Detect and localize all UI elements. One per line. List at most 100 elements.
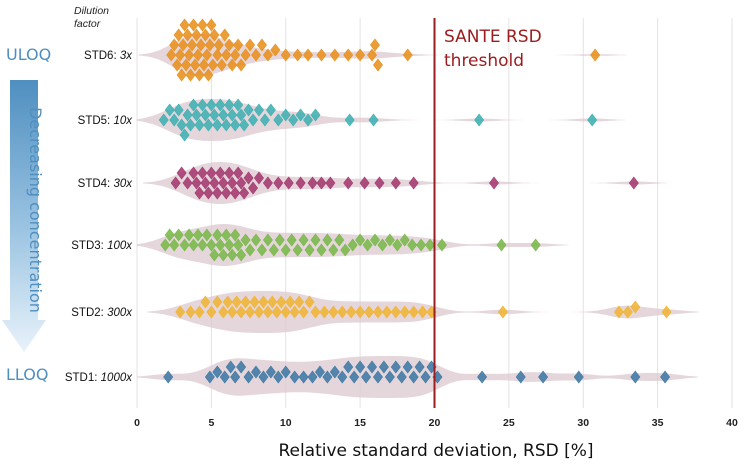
data-point-std2 (222, 295, 233, 309)
data-point-std6 (402, 48, 413, 62)
data-point-std4 (188, 166, 199, 180)
data-point-std6 (179, 18, 190, 32)
data-point-std3 (280, 243, 291, 257)
data-point-std3 (407, 238, 418, 252)
data-point-std3 (316, 243, 327, 257)
data-point-std2 (294, 295, 305, 309)
data-point-std6 (169, 38, 180, 52)
data-point-std6 (224, 38, 235, 52)
data-point-std1 (477, 370, 488, 384)
data-point-std6 (173, 28, 184, 42)
data-point-std2 (267, 295, 278, 309)
row-header-line2: factor (74, 18, 101, 30)
data-point-std5 (203, 118, 214, 132)
data-point-std5 (227, 108, 238, 122)
density-shapes (137, 34, 700, 398)
data-point-std3 (355, 233, 366, 247)
data-point-std3 (362, 238, 373, 252)
data-point-std5 (303, 113, 314, 127)
data-point-std1 (251, 365, 261, 379)
data-point-std2 (346, 305, 357, 319)
data-points (158, 18, 672, 384)
density-std6 (138, 34, 628, 76)
data-point-std3 (173, 228, 184, 242)
data-point-std5 (206, 98, 217, 112)
data-point-std6 (216, 58, 227, 72)
data-point-std5 (253, 103, 264, 117)
data-point-std2 (381, 305, 392, 319)
threshold-group: SANTE RSD threshold (433, 18, 542, 408)
data-point-std6 (262, 48, 273, 62)
x-tick-label: 10 (280, 417, 292, 429)
data-point-std1 (343, 360, 354, 374)
data-point-std6 (372, 58, 383, 72)
data-point-std1 (515, 370, 526, 384)
data-point-std5 (200, 108, 211, 122)
data-point-std3 (215, 238, 226, 252)
data-point-std3 (286, 233, 297, 247)
x-tick-label: 5 (208, 417, 214, 429)
data-point-std2 (206, 305, 217, 319)
data-point-std2 (175, 305, 186, 319)
data-point-std2 (613, 305, 624, 319)
data-point-std5 (209, 108, 220, 122)
data-point-std1 (355, 360, 366, 374)
data-point-std4 (170, 176, 181, 190)
data-point-std1 (212, 365, 223, 379)
data-point-std6 (166, 48, 177, 62)
data-point-std6 (203, 68, 214, 82)
data-point-std6 (195, 38, 206, 52)
data-point-std3 (160, 238, 171, 252)
data-point-std6 (204, 38, 215, 52)
data-point-std6 (270, 43, 281, 57)
data-point-std3 (496, 238, 507, 252)
data-point-std6 (181, 58, 192, 72)
data-point-std5 (280, 108, 291, 122)
data-point-std2 (285, 295, 296, 309)
data-point-std5 (230, 118, 241, 132)
data-point-std5 (233, 98, 244, 112)
data-point-std5 (368, 113, 379, 127)
data-point-std3 (322, 233, 333, 247)
data-point-std2 (310, 305, 321, 319)
data-point-std2 (236, 305, 247, 319)
data-point-std6 (303, 48, 314, 62)
data-point-std2 (355, 305, 366, 319)
data-point-std5 (310, 108, 321, 122)
data-point-std5 (587, 113, 598, 127)
data-point-std5 (218, 108, 229, 122)
data-point-std1 (538, 370, 549, 384)
data-point-std3 (197, 238, 208, 252)
concentration-arrow (2, 80, 46, 352)
data-point-std2 (200, 295, 211, 309)
data-point-std3 (268, 243, 279, 257)
data-point-std4 (221, 186, 232, 200)
data-point-std5 (212, 118, 223, 132)
data-point-std1 (390, 360, 401, 374)
data-point-std5 (176, 118, 187, 132)
data-point-std2 (212, 295, 223, 309)
data-point-std3 (416, 238, 427, 252)
data-point-std5 (259, 113, 270, 127)
data-point-std6 (191, 28, 202, 42)
data-point-std4 (230, 186, 241, 200)
data-point-std1 (236, 360, 247, 374)
data-point-std3 (212, 228, 223, 242)
data-point-std2 (194, 305, 205, 319)
data-point-std5 (243, 103, 254, 117)
row-label-std5: STD5: 10x (78, 115, 134, 127)
data-point-std2 (497, 305, 508, 319)
row-label-std4: STD4: 30x (78, 178, 134, 190)
data-point-std4 (273, 176, 284, 190)
data-point-std4 (209, 176, 220, 190)
data-point-std1 (258, 370, 269, 384)
data-point-std2 (372, 305, 383, 319)
data-point-std2 (622, 305, 633, 319)
data-point-std3 (262, 233, 273, 247)
data-point-std1 (402, 360, 413, 374)
data-point-std1 (573, 370, 584, 384)
data-point-std4 (233, 166, 244, 180)
data-point-std4 (243, 171, 254, 185)
data-point-std6 (190, 58, 200, 72)
data-point-std4 (628, 176, 639, 190)
